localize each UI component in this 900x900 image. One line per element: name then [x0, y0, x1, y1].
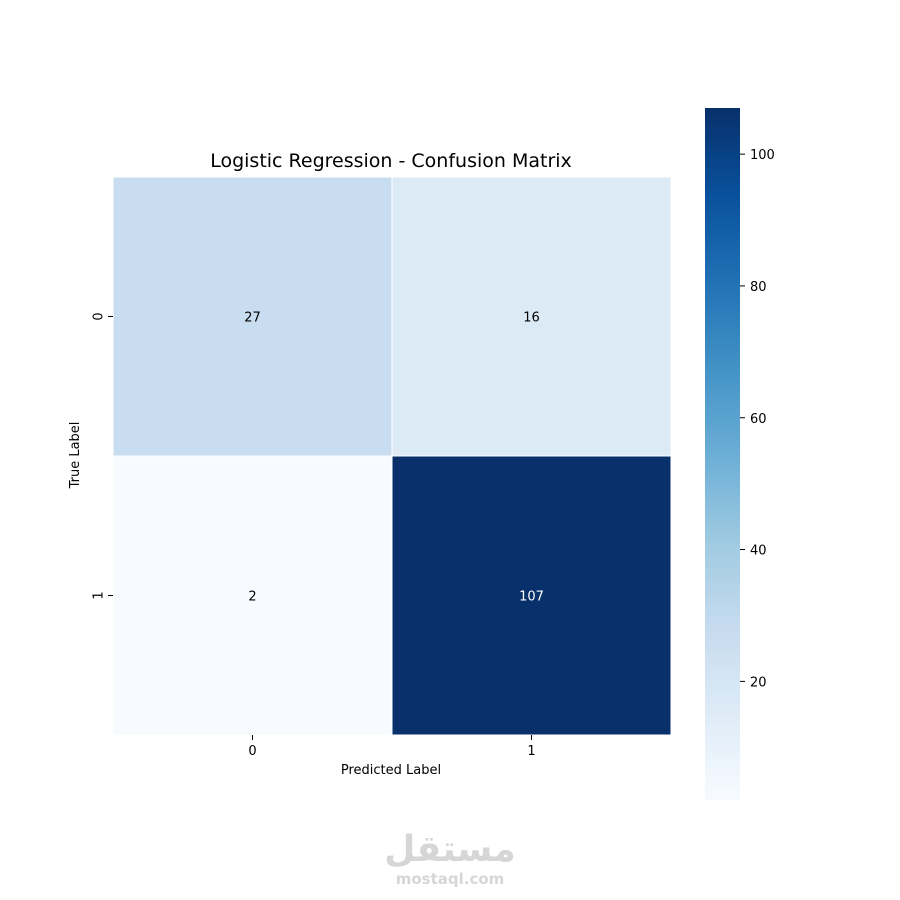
colorbar-tick-label-2: 60	[750, 412, 767, 427]
colorbar-tick-label-0: 20	[750, 675, 767, 690]
colorbar-tick-label-3: 80	[750, 280, 767, 295]
cell-value-label-1-1: 107	[519, 590, 544, 605]
heatmap-cells: 27 16 2 107	[112, 176, 672, 736]
y-tick-label-1: 1	[92, 591, 107, 599]
cell-value-label-0-1: 16	[523, 311, 540, 326]
watermark-logo: مستقل	[384, 829, 516, 870]
heatmap-cell-1-1	[391, 455, 672, 736]
colorbar-ticks: 20 40 60 80 100	[740, 148, 775, 690]
colorbar-tick-label-4: 100	[750, 148, 775, 163]
y-axis-ticks: 01	[92, 312, 113, 600]
y-tick-label-0: 0	[92, 312, 107, 320]
colorbar	[705, 108, 740, 800]
heatmap-cell-1-0	[112, 455, 393, 736]
watermark-url: mostaql.com	[395, 870, 505, 888]
colorbar-tick-label-1: 40	[750, 544, 767, 559]
x-tick-label-0: 0	[248, 744, 256, 759]
chart-title: Logistic Regression - Confusion Matrix	[210, 150, 572, 172]
heatmap-cell-0-0	[112, 176, 393, 457]
x-tick-label-1: 1	[527, 744, 535, 759]
cell-value-label-1-0: 2	[248, 590, 256, 605]
heatmap-cell-0-1	[391, 176, 672, 457]
cell-value-label-0-0: 27	[244, 311, 261, 326]
x-axis-label: Predicted Label	[341, 763, 441, 778]
y-axis-label: True Label	[68, 422, 83, 490]
watermark: مستقل mostaql.com	[350, 829, 550, 889]
